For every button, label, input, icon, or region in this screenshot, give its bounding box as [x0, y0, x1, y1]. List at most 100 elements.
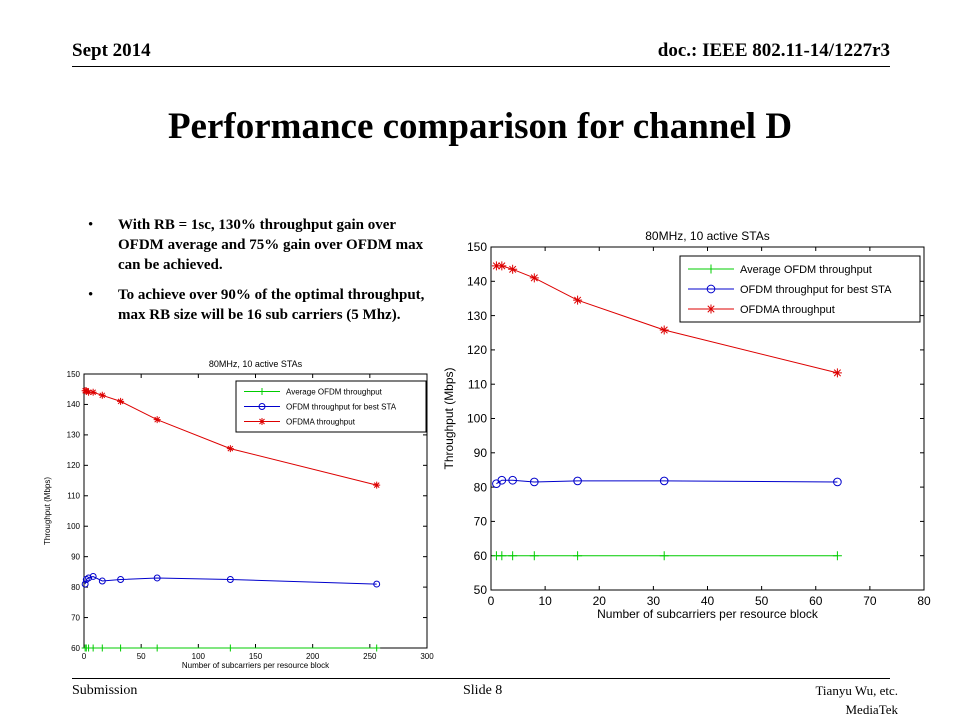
data-point-star — [706, 304, 716, 314]
x-tick-label: 40 — [701, 594, 715, 608]
data-point-circle — [706, 284, 716, 294]
bullet-item: To achieve over 90% of the optimal throu… — [88, 285, 433, 325]
data-point-circle — [529, 477, 539, 487]
footer-slide-number: Slide 8 — [463, 683, 503, 698]
data-point-plus — [706, 264, 716, 274]
x-tick-label: 150 — [249, 652, 263, 661]
data-point-star — [659, 325, 669, 335]
y-tick-label: 150 — [467, 240, 487, 254]
footer-submission: Submission — [72, 683, 138, 698]
y-tick-label: 90 — [71, 552, 80, 561]
x-axis-label: Number of subcarriers per resource block — [182, 661, 330, 670]
data-point-star — [258, 418, 266, 425]
y-tick-label: 70 — [474, 515, 488, 529]
chart-title: 80MHz, 10 active STAs — [645, 229, 770, 243]
data-point-circle — [659, 476, 669, 486]
y-tick-label: 70 — [71, 613, 80, 622]
x-tick-label: 0 — [488, 594, 495, 608]
data-point-plus — [573, 551, 583, 561]
legend-label: OFDMA throughput — [740, 304, 835, 316]
data-point-circle — [153, 574, 161, 582]
data-point-circle — [508, 475, 517, 485]
data-point-plus — [497, 551, 507, 561]
legend-label: Average OFDM throughput — [286, 387, 383, 396]
data-point-circle — [89, 572, 97, 580]
y-tick-label: 130 — [467, 309, 487, 323]
series-group — [81, 572, 381, 588]
data-point-plus — [529, 551, 539, 561]
data-point-plus — [508, 551, 518, 561]
x-tick-label: 50 — [137, 652, 146, 661]
data-point-star — [82, 387, 90, 395]
x-tick-label: 80 — [917, 594, 931, 608]
y-tick-label: 50 — [474, 583, 488, 597]
y-axis-label: Throughput (Mbps) — [43, 477, 52, 545]
y-tick-label: 120 — [467, 343, 487, 357]
chart-large-throughput: 80MHz, 10 active STAs 0 10 20 30 40 50 60 70 80 50… — [442, 229, 931, 621]
header-date: Sept 2014 — [72, 40, 151, 61]
y-axis-label: Throughput (Mbps) — [442, 367, 456, 469]
data-point-star — [832, 368, 842, 378]
data-point-circle — [258, 403, 266, 410]
data-point-plus — [98, 644, 106, 652]
y-tick-label: 80 — [71, 583, 80, 592]
footer-author: Tianyu Wu, etc. — [815, 683, 898, 698]
data-point-star — [497, 261, 507, 271]
data-point-circle — [98, 577, 106, 585]
x-tick-label: 250 — [363, 652, 377, 661]
legend-label: Average OFDM throughput — [740, 264, 872, 276]
footer-org: MediaTek — [845, 702, 898, 717]
y-tick-label: 90 — [474, 446, 488, 460]
data-point-circle — [81, 580, 89, 588]
x-axis-label: Number of subcarriers per resource block — [597, 607, 819, 621]
y-tick-label: 140 — [67, 400, 81, 409]
legend-label: OFDMA throughput — [286, 417, 356, 426]
data-point-circle — [117, 576, 125, 583]
y-tick-label: 100 — [67, 522, 81, 531]
x-tick-label: 0 — [82, 652, 87, 661]
series-group — [81, 644, 381, 652]
y-tick-label: 100 — [467, 412, 487, 426]
legend-label: OFDM throughput for best STA — [286, 402, 397, 411]
x-tick-label: 70 — [863, 594, 877, 608]
data-point-star — [573, 295, 583, 305]
data-point-circle — [573, 476, 582, 486]
data-point-star — [89, 388, 97, 396]
x-tick-label: 100 — [192, 652, 206, 661]
bullet-item: With RB = 1sc, 130% throughput gain over… — [88, 215, 433, 275]
data-point-plus — [659, 551, 669, 561]
y-tick-label: 150 — [67, 370, 81, 379]
data-point-plus — [373, 644, 381, 652]
x-tick-label: 30 — [647, 594, 661, 608]
bullet-list: With RB = 1sc, 130% throughput gain over… — [88, 215, 433, 335]
data-point-star — [529, 273, 539, 283]
data-point-star — [373, 481, 381, 489]
data-point-circle — [497, 475, 507, 485]
data-point-plus — [89, 644, 97, 652]
x-tick-label: 20 — [593, 594, 607, 608]
data-point-star — [153, 416, 161, 424]
series-group — [491, 261, 842, 378]
data-point-plus — [117, 644, 125, 652]
data-point-plus — [153, 644, 161, 652]
y-tick-label: 130 — [67, 431, 81, 440]
data-point-plus — [226, 644, 234, 652]
y-tick-label: 110 — [67, 492, 80, 501]
data-point-star — [226, 445, 234, 453]
series-group — [81, 387, 381, 489]
x-tick-label: 10 — [538, 594, 552, 608]
data-point-plus — [832, 551, 842, 561]
series-group — [492, 475, 842, 488]
header-divider — [72, 66, 890, 67]
data-point-circle — [226, 576, 234, 583]
data-point-circle — [373, 580, 381, 588]
data-point-star — [117, 397, 125, 405]
footer-divider — [72, 678, 890, 679]
slide-title: Performance comparison for channel D — [167, 106, 793, 147]
data-point-star — [98, 391, 106, 399]
x-tick-label: 60 — [809, 594, 823, 608]
data-point-star — [491, 261, 501, 271]
y-tick-label: 60 — [474, 549, 488, 563]
chart-title: 80MHz, 10 active STAs — [209, 359, 303, 369]
y-tick-label: 140 — [467, 275, 487, 289]
